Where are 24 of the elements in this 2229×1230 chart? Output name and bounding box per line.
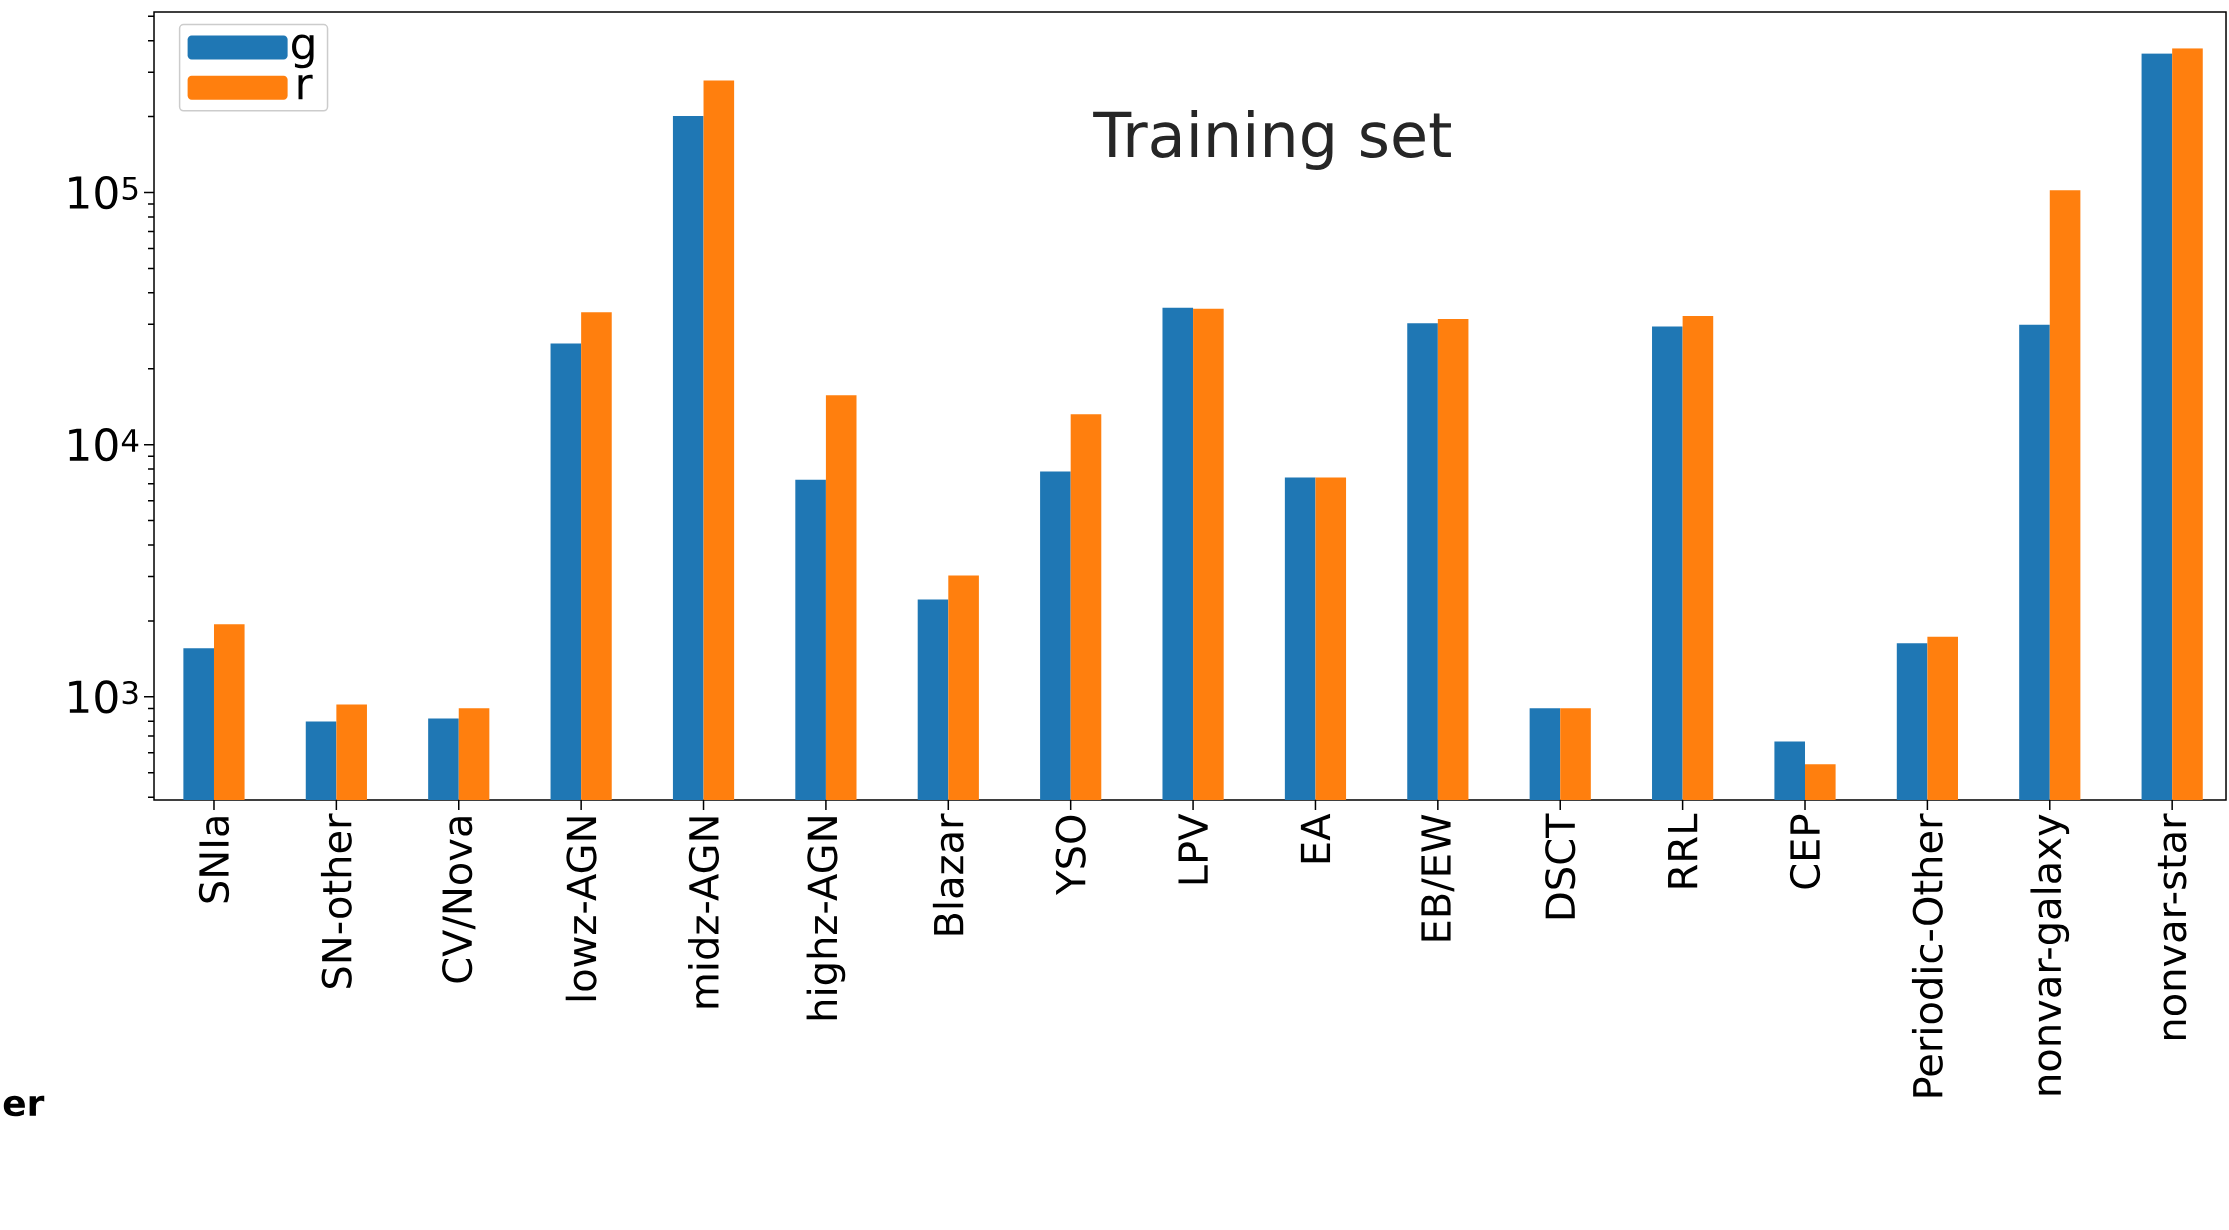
y-tick-label: 10$^{3}$ — [69, 680, 138, 714]
legend-label: g — [292, 34, 314, 69]
x-tick-label: CV/Nova — [442, 817, 476, 983]
legend-label: r — [298, 74, 313, 100]
x-tick-label: EA — [1300, 813, 1331, 863]
x-tick-label: SNIa — [198, 817, 230, 903]
y-tick-label: 10$^{5}$ — [69, 175, 138, 210]
x-tick-label: YSO — [1055, 815, 1086, 895]
text: Training set — [1093, 109, 1451, 170]
x-tick-label: midz-AGN — [688, 817, 719, 1008]
text: er — [3, 1095, 45, 1117]
x-tick-label: CEP — [1789, 814, 1821, 889]
x-tick-label: DSCT — [1545, 813, 1576, 919]
x-tick-label: Blazar — [932, 813, 964, 935]
y-tick-label: 10$^{4}$ — [69, 428, 139, 462]
x-tick-label: RRL — [1668, 813, 1698, 888]
x-tick-label: EB/EW — [1421, 814, 1455, 941]
x-tick-label: lowz-AGN — [565, 817, 597, 1001]
x-tick-label: nonvar-star — [2157, 813, 2187, 1040]
x-tick-label: highz-AGN — [806, 817, 846, 1020]
x-tick-label: LPV — [1178, 813, 1208, 884]
x-tick-label: nonvar-galaxy — [2030, 814, 2070, 1095]
x-tick-label: Periodic-Other — [1911, 813, 1943, 1097]
x-tick-label: SN-other — [320, 813, 352, 988]
